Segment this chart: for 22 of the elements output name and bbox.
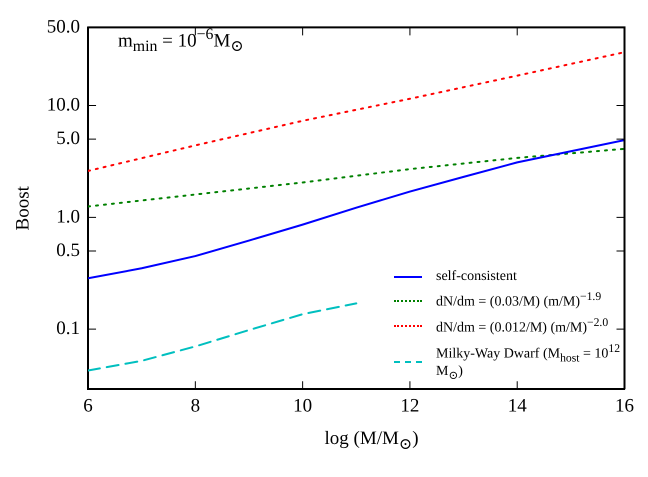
- x-tick-label: 16: [615, 396, 634, 417]
- legend-label: dN/dm = (0.012/M) (m/M)$^{−2.0}$: [436, 316, 610, 337]
- y-tick-label: 50.0: [46, 16, 80, 38]
- x-tick-label: 6: [83, 396, 93, 417]
- legend-label: dN/dm = (0.03/M) (m/M)$^{−1.9}$: [436, 290, 602, 312]
- x-tick-label: 12: [400, 396, 420, 417]
- line-series: [88, 302, 358, 372]
- annotation: m$_{min}$ = 10$^{−6}$M$_{⊙}$: [118, 26, 244, 56]
- y-tick-label: 10.0: [46, 94, 80, 116]
- legend-label: self-consistent: [436, 269, 518, 286]
- text: Milky-Way Dwarf (M$_{host}$ = 10$^{12}$ M$_{⊙}$): [436, 342, 620, 382]
- line-series: [88, 148, 624, 208]
- y-tick-label: 1.0: [56, 206, 80, 228]
- y-axis-title: Boost: [12, 185, 34, 230]
- x-tick-label: 8: [190, 396, 200, 417]
- y-tick-label: 0.5: [56, 240, 80, 261]
- y-tick-label: 0.1: [56, 318, 80, 340]
- line-series: [88, 51, 624, 172]
- x-axis-title: log (M/M$_{⊙}$): [323, 428, 420, 454]
- x-tick-label: 10: [293, 396, 312, 417]
- y-tick-label: 5.0: [56, 128, 80, 150]
- x-tick-label: 14: [508, 396, 528, 417]
